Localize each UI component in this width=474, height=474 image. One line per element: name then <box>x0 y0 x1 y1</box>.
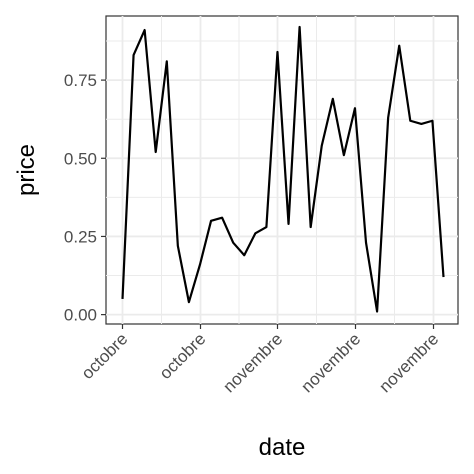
y-tick-label: 0.00 <box>64 306 97 325</box>
series-layer <box>121 25 445 313</box>
y-tick-label: 0.25 <box>64 227 97 246</box>
x-axis: octobre octobre novembre novembre novembre <box>78 324 442 396</box>
y-tick-label: 0.50 <box>64 149 97 168</box>
y-axis-title: price <box>13 144 40 196</box>
x-tick-label: novembre <box>219 329 286 396</box>
x-tick-label: novembre <box>297 329 364 396</box>
x-tick-label: novembre <box>375 329 442 396</box>
plot-panel <box>105 15 459 325</box>
x-axis-title: date <box>259 434 306 461</box>
y-axis: 0.00 0.25 0.50 0.75 <box>64 71 106 325</box>
price-line <box>121 25 445 313</box>
x-tick-label: octobre <box>78 329 132 383</box>
x-tick-label: octobre <box>156 329 210 383</box>
y-tick-label: 0.75 <box>64 71 97 90</box>
